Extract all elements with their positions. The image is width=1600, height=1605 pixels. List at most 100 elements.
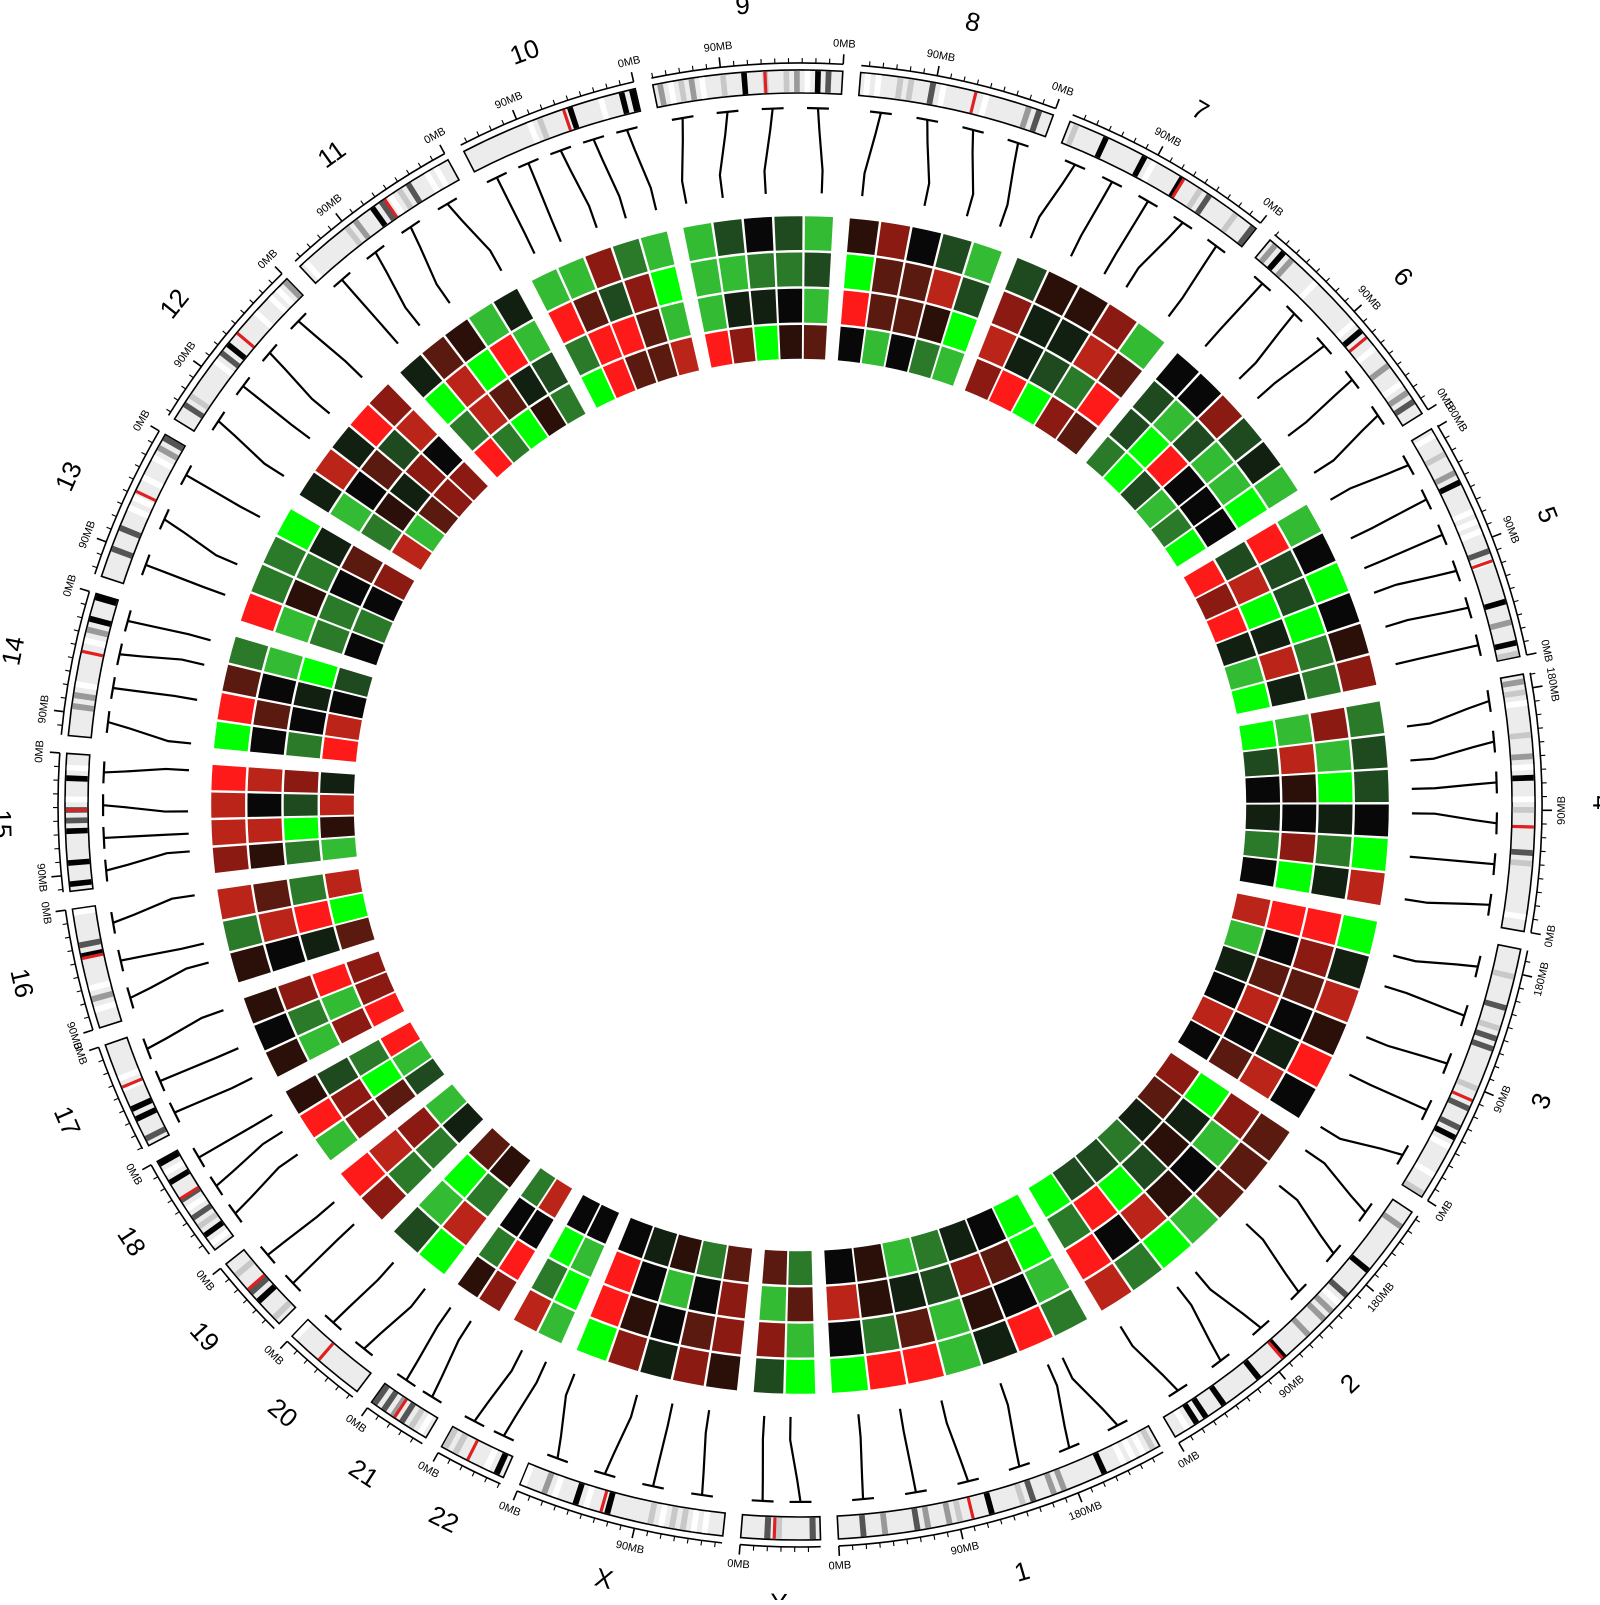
line-cap <box>143 1039 151 1060</box>
scale-tick <box>181 386 185 389</box>
scale-tick <box>80 589 90 592</box>
scale-tick <box>897 64 898 69</box>
scale-tick <box>1504 1040 1509 1042</box>
scale-tick <box>937 66 939 76</box>
scale-tick <box>137 1148 141 1150</box>
scale-tick <box>1300 1354 1303 1358</box>
line-segment <box>858 1414 863 1499</box>
scale-arc <box>58 753 63 892</box>
heatmap-cell <box>264 647 303 679</box>
tick-label: 180MB <box>1067 1499 1104 1523</box>
scale-tick <box>924 68 925 73</box>
scale-tick <box>1397 362 1401 365</box>
scale-tick <box>70 964 75 965</box>
heatmap-cell <box>690 259 721 297</box>
line-cap <box>1174 217 1192 229</box>
scale-tick <box>880 1543 881 1548</box>
scale-tick <box>65 937 70 938</box>
scale-tick <box>65 670 70 671</box>
scale-tick <box>951 74 952 79</box>
scale-tick <box>1225 1413 1228 1417</box>
scale-tick <box>1091 1488 1093 1493</box>
line-cap <box>1422 490 1432 510</box>
scale-tick <box>579 91 580 96</box>
scale-tick <box>1535 906 1540 907</box>
heatmap-cell <box>872 258 904 296</box>
scale-tick <box>907 1539 908 1544</box>
line-segment <box>1385 608 1468 627</box>
scale-tick <box>350 209 353 213</box>
line-segment <box>268 1202 335 1255</box>
scale-tick <box>566 96 568 101</box>
scale-tick <box>1182 164 1185 168</box>
ideogram-band <box>804 71 810 92</box>
line-segment <box>364 1289 425 1349</box>
scale-tick <box>1179 1443 1184 1452</box>
heatmap-cell <box>1337 655 1377 691</box>
scale-tick <box>839 1546 840 1556</box>
scale-tick <box>1476 497 1481 499</box>
scale-tick <box>701 1540 702 1545</box>
scale-tick <box>74 630 79 631</box>
heatmap-cell <box>230 945 271 982</box>
scale-tick <box>387 1423 390 1427</box>
heatmap-cell <box>892 298 924 336</box>
heatmap-cell <box>325 714 362 740</box>
heatmap-cell <box>757 1322 786 1357</box>
scale-tick <box>1383 1264 1387 1267</box>
heatmap-cell <box>774 216 802 250</box>
heatmap-cell <box>1240 857 1277 887</box>
line-segment <box>1000 143 1018 227</box>
line-cap <box>261 1247 275 1264</box>
scale-tick <box>1056 99 1059 108</box>
scale-tick <box>1521 627 1526 628</box>
line-segment <box>790 1417 800 1502</box>
scale-tick <box>1236 1405 1239 1409</box>
heatmap-cell <box>1327 948 1369 989</box>
scale-tick <box>71 643 76 644</box>
scale-tick <box>843 54 844 64</box>
line-cap <box>870 112 892 115</box>
scale-tick <box>1464 472 1468 474</box>
line-cap <box>752 1500 774 1501</box>
line-cap <box>1139 196 1158 207</box>
scale-tick <box>1533 919 1538 920</box>
heatmap-cell <box>248 818 283 843</box>
scale-tick <box>1286 241 1289 245</box>
line-cap <box>1496 812 1497 834</box>
line-cap <box>103 827 104 849</box>
heatmap-cell <box>713 219 744 256</box>
tick-label: 0MB <box>727 1558 751 1572</box>
line-segment <box>924 120 929 206</box>
scale-tick <box>135 465 139 467</box>
line-segment <box>1177 1287 1220 1361</box>
scale-tick <box>99 1060 104 1062</box>
chromosome-label-Y: Y <box>770 1587 788 1600</box>
heatmap-cell <box>1275 861 1312 893</box>
scale-tick <box>606 84 607 89</box>
heatmap-cell <box>1243 831 1279 859</box>
line-segment <box>1196 1272 1261 1328</box>
line-cap <box>691 1493 713 1496</box>
scale-tick <box>259 290 263 293</box>
heatmap-cell <box>1318 772 1353 802</box>
line-cap <box>236 377 249 394</box>
line-segment <box>146 565 226 595</box>
scale-tick <box>554 1506 556 1511</box>
line-segment <box>1321 1127 1403 1155</box>
scale-tick <box>1289 1363 1292 1367</box>
line-cap <box>103 761 104 783</box>
scale-tick <box>56 910 66 911</box>
line-segment <box>1169 246 1217 316</box>
heatmap-cell <box>321 837 357 860</box>
scale-tick <box>1473 1117 1478 1119</box>
ideogram-14 <box>68 593 118 737</box>
scale-tick <box>920 1537 921 1542</box>
scale-tick <box>372 193 375 197</box>
line-segment <box>763 1416 765 1501</box>
scale-tick <box>73 977 78 978</box>
scale-tick <box>151 426 160 431</box>
scale-tick <box>513 1491 517 1500</box>
scale-tick <box>652 73 653 78</box>
scale-tick <box>336 1386 339 1390</box>
